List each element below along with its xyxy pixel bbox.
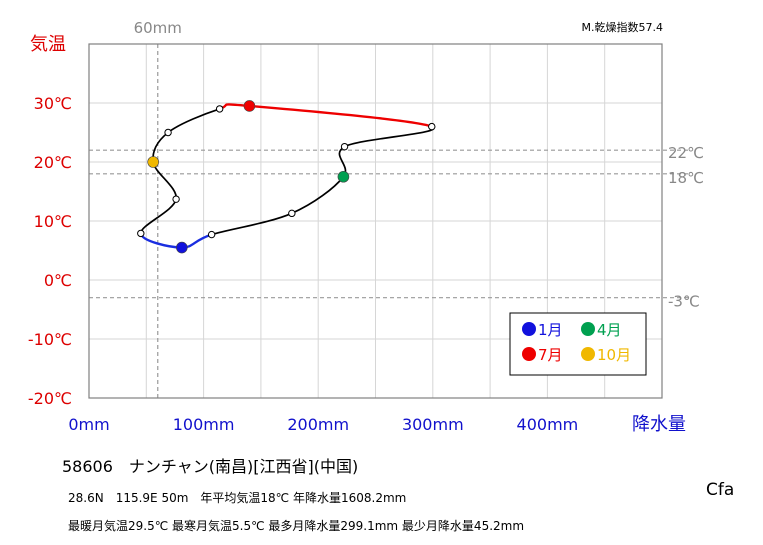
curve-segment xyxy=(211,212,293,236)
curve-segment xyxy=(167,108,220,134)
x-tick-label: 100mm xyxy=(173,415,235,434)
station-extremes: 最暖月気温29.5℃ 最寒月気温5.5℃ 最多月降水量299.1mm 最少月降水… xyxy=(68,519,525,533)
month-point-10-highlight xyxy=(147,156,159,168)
x-tick-label: 200mm xyxy=(287,415,349,434)
aridity-index: M.乾燥指数57.4 xyxy=(581,21,663,34)
legend-label: 10月 xyxy=(597,346,631,364)
month-point-8 xyxy=(215,105,224,113)
x-tick-label: 300mm xyxy=(402,415,464,434)
y-tick-label: 20℃ xyxy=(34,153,72,172)
month-point-2 xyxy=(207,230,216,239)
reference-lines: 60mm 22℃ 18℃ -3℃ xyxy=(89,19,704,398)
legend-marker xyxy=(581,322,595,336)
station-summary: 28.6N 115.9E 50m 年平均気温18℃ 年降水量1608.2mm xyxy=(68,491,407,505)
month-point-4-highlight xyxy=(337,170,350,183)
y-tick-label: -10℃ xyxy=(28,330,72,349)
legend: 1月 4月 7月 10月 xyxy=(509,312,647,376)
month-point-6 xyxy=(428,122,436,131)
ref-label-60mm: 60mm xyxy=(134,19,182,37)
x-axis-title: 降水量 xyxy=(632,414,686,435)
curve-segment xyxy=(291,176,345,215)
legend-label: 7月 xyxy=(538,346,563,364)
y-tick-label: 10℃ xyxy=(34,212,72,231)
legend-marker xyxy=(522,322,536,336)
legend-marker xyxy=(581,347,595,361)
climate-classification: Cfa xyxy=(706,480,735,500)
y-tick-label: -20℃ xyxy=(28,389,72,408)
month-point-7-highlight xyxy=(243,100,256,112)
axis-labels: 30℃ 20℃ 10℃ 0℃ -10℃ -20℃ 気温 0mm 100mm 200mm 300mm 4… xyxy=(28,34,686,435)
y-tick-label: 30℃ xyxy=(34,94,72,113)
month-point-3 xyxy=(288,209,296,218)
winter-segment xyxy=(139,232,182,249)
plot-frame xyxy=(88,43,663,399)
station-title: 58606 ナンチャン(南昌)[江西省](中国) xyxy=(62,457,359,476)
summer-segment xyxy=(249,104,433,128)
ref-label: 18℃ xyxy=(668,169,704,187)
month-point-5 xyxy=(340,142,349,151)
legend-marker xyxy=(522,347,536,361)
ref-label: 22℃ xyxy=(668,144,704,162)
month-point-11 xyxy=(172,195,180,203)
y-tick-label: 0℃ xyxy=(44,271,72,290)
climate-curve xyxy=(139,103,435,249)
legend-label: 1月 xyxy=(538,321,563,339)
x-tick-label: 0mm xyxy=(68,415,109,434)
legend-label: 4月 xyxy=(597,321,622,339)
x-tick-label: 400mm xyxy=(517,415,579,434)
month-point-1-highlight xyxy=(176,241,188,254)
curve-segment xyxy=(344,125,435,148)
ref-label: -3℃ xyxy=(668,293,700,311)
curve-segment xyxy=(152,161,177,200)
month-point-12 xyxy=(137,229,145,238)
y-axis-title: 気温 xyxy=(30,34,66,55)
month-point-9 xyxy=(164,128,172,137)
monthly-points xyxy=(137,100,436,254)
